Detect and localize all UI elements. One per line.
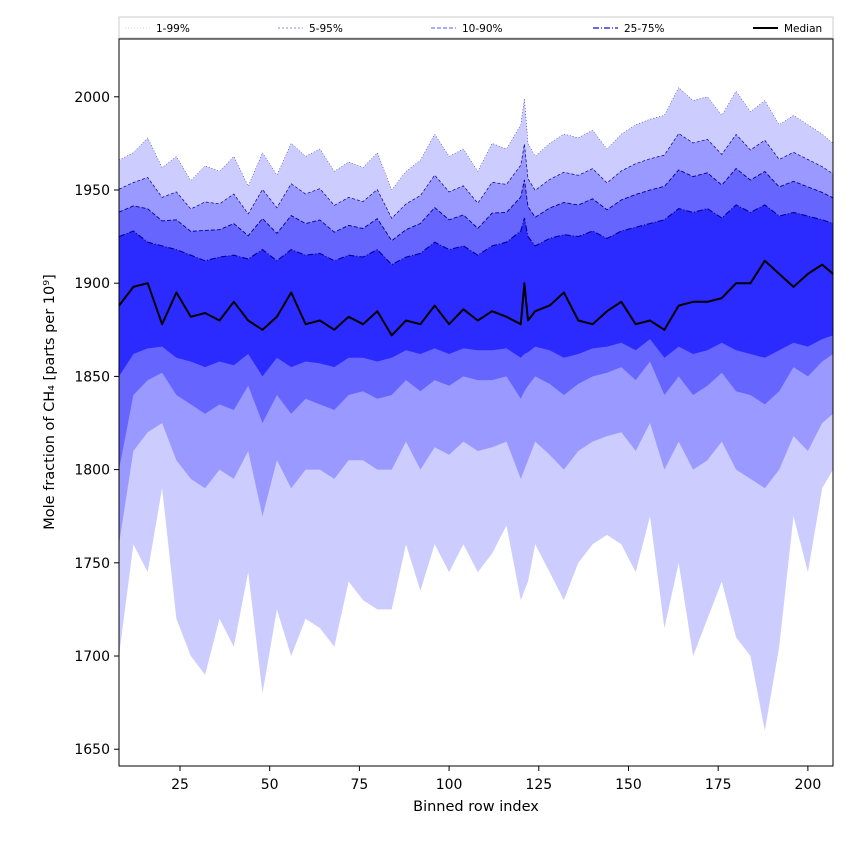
x-tick-label: 150 (615, 777, 642, 793)
legend-label: 25-75% (624, 23, 665, 35)
y-tick-label: 1800 (74, 463, 110, 479)
band-edge-layer (118, 87, 834, 266)
median-line (118, 259, 834, 337)
x-axis: 25 50 75 100 125 150 175 200 (171, 766, 821, 793)
legend: 1-99% 5-95% 10-90% 25-75% Median (118, 16, 834, 39)
band-upper-edge-1-99 (118, 87, 834, 191)
legend-label: 10-90% (462, 23, 503, 35)
y-tick-label: 2000 (74, 90, 110, 106)
legend-label: 1-99% (156, 23, 190, 35)
median-layer (118, 259, 834, 337)
y-tick-label: 1700 (74, 649, 110, 665)
legend-box (118, 16, 834, 39)
band-layer (119, 87, 833, 731)
x-axis-label: Binned row index (413, 799, 539, 815)
x-tick-label: 100 (436, 777, 463, 793)
band-upper-edge-25-75 (118, 204, 834, 266)
legend-label: Median (784, 23, 822, 35)
y-tick-label: 1650 (74, 742, 110, 758)
band-25-75 (119, 204, 833, 377)
y-tick-label: 1750 (74, 556, 110, 572)
plot-frame (118, 38, 834, 767)
y-tick-label: 1850 (74, 369, 110, 385)
x-tick-label: 50 (261, 777, 279, 793)
band-upper-edge-5-95 (118, 133, 834, 219)
x-tick-label: 200 (795, 777, 822, 793)
y-axis: 1650 1700 1750 1800 1850 1900 1950 2000 (74, 90, 119, 758)
x-tick-label: 25 (171, 777, 189, 793)
legend-label: 5-95% (309, 23, 343, 35)
y-axis-label: Mole fraction of CH₄ [parts per 10⁹] (42, 274, 58, 529)
x-tick-label: 75 (350, 777, 368, 793)
band-upper-edge-10-90 (118, 167, 834, 242)
y-tick-label: 1950 (74, 183, 110, 199)
y-tick-label: 1900 (74, 276, 110, 292)
x-tick-label: 175 (705, 777, 732, 793)
x-tick-label: 125 (525, 777, 552, 793)
